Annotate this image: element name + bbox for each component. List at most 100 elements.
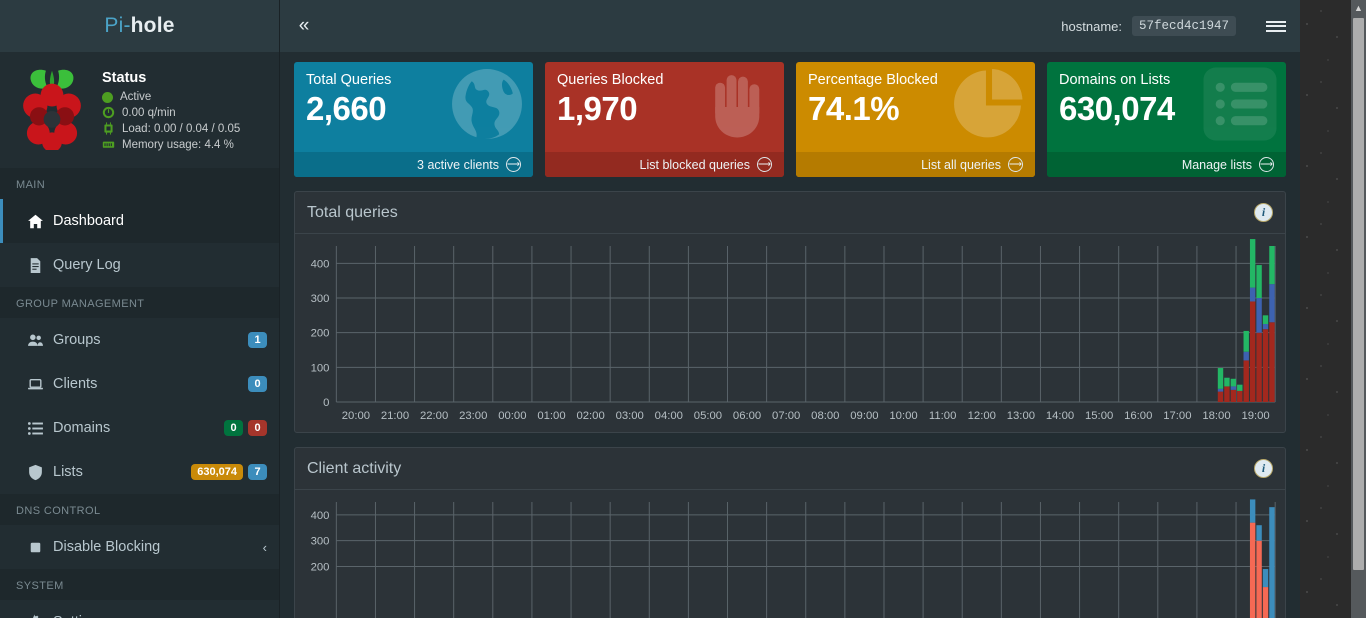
hostname-label: hostname: xyxy=(1061,18,1122,34)
hamburger-menu-icon[interactable] xyxy=(1252,0,1300,52)
svg-text:200: 200 xyxy=(311,328,330,340)
svg-text:300: 300 xyxy=(311,293,330,305)
stat-card-value: 630,074 xyxy=(1059,90,1175,127)
sidebar-menu: MAIN Dashboard Query Log GROUP MANAGEMENT Gr… xyxy=(0,168,279,618)
brand-hole: hole xyxy=(130,14,175,37)
svg-text:100: 100 xyxy=(311,362,330,374)
chevron-left-icon: ‹ xyxy=(262,539,267,555)
scrollbar-thumb[interactable] xyxy=(1353,18,1364,570)
cpu-icon xyxy=(104,122,113,135)
stat-card-footer[interactable]: List all queries ⟶ xyxy=(796,152,1035,177)
brand-logo[interactable]: Pi-hole xyxy=(0,0,279,52)
stat-card[interactable]: Domains on Lists 630,074 Manage lists ⟶ xyxy=(1047,62,1286,177)
window-scrollbar[interactable]: ▲ xyxy=(1351,0,1366,618)
svg-text:04:00: 04:00 xyxy=(655,410,683,422)
status-item-memory: Memory usage: 4.4 % xyxy=(102,138,240,151)
stat-card-value: 1,970 xyxy=(557,90,638,127)
svg-text:01:00: 01:00 xyxy=(537,410,565,422)
stop-square-icon xyxy=(27,539,53,556)
sidebar-section-header: SYSTEM xyxy=(0,569,279,600)
laptop-icon xyxy=(27,376,53,393)
sidebar-badge: 0 xyxy=(248,420,267,436)
sidebar-item-label: Lists xyxy=(53,464,83,480)
sidebar-item-clients[interactable]: Clients 0 xyxy=(0,362,279,406)
gears-icon xyxy=(27,613,53,618)
info-icon[interactable]: i xyxy=(1254,459,1273,478)
stat-card-title: Percentage Blocked xyxy=(808,72,938,88)
svg-text:21:00: 21:00 xyxy=(381,410,409,422)
sidebar-item-settings[interactable]: Settings ‹ xyxy=(0,600,279,618)
sidebar-section-header: MAIN xyxy=(0,168,279,199)
brand-pi: Pi- xyxy=(104,14,131,37)
panel-header: Client activity i xyxy=(295,448,1285,490)
sidebar-item-label: Clients xyxy=(53,376,98,392)
stat-card-title: Domains on Lists xyxy=(1059,72,1171,88)
stat-card-body: Total Queries 2,660 xyxy=(294,62,533,152)
hostname-value: 57fecd4c1947 xyxy=(1131,16,1236,36)
stat-card[interactable]: Queries Blocked 1,970 List blocked queries… xyxy=(545,62,784,177)
svg-text:19:00: 19:00 xyxy=(1241,410,1269,422)
panel-title-client-activity: Client activity xyxy=(307,459,402,477)
svg-text:15:00: 15:00 xyxy=(1085,410,1113,422)
sidebar-item-query-log[interactable]: Query Log xyxy=(0,243,279,287)
sidebar-badge: 0 xyxy=(224,420,243,436)
sidebar-item-disable-blocking[interactable]: Disable Blocking ‹ xyxy=(0,525,279,569)
shield-icon xyxy=(27,464,53,481)
svg-text:11:00: 11:00 xyxy=(929,410,956,422)
memory-icon xyxy=(102,141,115,148)
svg-text:400: 400 xyxy=(311,258,330,270)
sidebar-badge: 7 xyxy=(248,464,267,480)
info-icon[interactable]: i xyxy=(1254,203,1273,222)
svg-text:23:00: 23:00 xyxy=(459,410,487,422)
stat-card-footer[interactable]: 3 active clients ⟶ xyxy=(294,152,533,177)
status-item-active: Active xyxy=(102,91,240,103)
svg-text:03:00: 03:00 xyxy=(616,410,644,422)
pie-icon xyxy=(951,66,1027,147)
stat-card-footer-label: List all queries xyxy=(921,157,1001,172)
svg-text:20:00: 20:00 xyxy=(342,410,370,422)
svg-text:10:00: 10:00 xyxy=(889,410,917,422)
panel-client-activity: Client activity i 200 300 400 xyxy=(294,447,1286,618)
scroll-up-arrow[interactable]: ▲ xyxy=(1354,3,1363,13)
gauge-icon xyxy=(102,106,115,119)
svg-text:12:00: 12:00 xyxy=(968,410,996,422)
svg-text:07:00: 07:00 xyxy=(772,410,800,422)
stat-card-footer[interactable]: List blocked queries ⟶ xyxy=(545,152,784,177)
sidebar-item-domains[interactable]: Domains 0 0 xyxy=(0,406,279,450)
stat-card-footer[interactable]: Manage lists ⟶ xyxy=(1047,152,1286,177)
stat-cards-row: Total Queries 2,660 3 active clients ⟶ Queri… xyxy=(294,62,1286,177)
svg-text:22:00: 22:00 xyxy=(420,410,448,422)
sidebar-item-groups[interactable]: Groups 1 xyxy=(0,318,279,362)
stat-card-title: Total Queries xyxy=(306,72,392,88)
stat-card-footer-label: Manage lists xyxy=(1181,157,1252,172)
sidebar-badge: 630,074 xyxy=(191,464,243,480)
status-rate-text: 0.00 q/min xyxy=(122,106,176,119)
stat-card-footer-label: 3 active clients xyxy=(417,157,499,172)
svg-text:05:00: 05:00 xyxy=(694,410,722,422)
stat-card[interactable]: Total Queries 2,660 3 active clients ⟶ xyxy=(294,62,533,177)
sidebar-item-label: Domains xyxy=(53,420,111,436)
sidebar-item-label: Disable Blocking xyxy=(53,539,161,555)
status-load-text: Load: 0.00 / 0.04 / 0.05 xyxy=(122,122,241,135)
status-item-rate: 0.00 q/min xyxy=(102,106,240,119)
panel-total-queries: Total queries i 0 100 200 300 400 20:00 21:00 2… xyxy=(294,191,1286,433)
sidebar-item-label: Groups xyxy=(53,332,101,348)
svg-text:300: 300 xyxy=(311,536,330,548)
sidebar-collapse-icon[interactable]: « xyxy=(298,15,310,36)
stat-card-body: Percentage Blocked 74.1% xyxy=(796,62,1035,152)
chart-client-activity: 200 300 400 xyxy=(295,490,1285,618)
sidebar-item-label: Settings xyxy=(53,614,257,618)
stat-card-footer-label: List blocked queries xyxy=(639,157,750,172)
svg-text:17:00: 17:00 xyxy=(1163,410,1191,422)
stat-card-body: Queries Blocked 1,970 xyxy=(545,62,784,152)
svg-text:14:00: 14:00 xyxy=(1046,410,1074,422)
sidebar-item-lists[interactable]: Lists 630,074 7 xyxy=(0,450,279,494)
svg-text:13:00: 13:00 xyxy=(1007,410,1035,422)
sidebar-section-header: DNS CONTROL xyxy=(0,494,279,525)
users-icon xyxy=(27,332,53,349)
list-icon xyxy=(27,420,53,437)
sidebar-item-dashboard[interactable]: Dashboard xyxy=(0,199,279,243)
stat-card[interactable]: Percentage Blocked 74.1% List all queries ⟶ xyxy=(796,62,1035,177)
panel-header: Total queries i xyxy=(295,192,1285,234)
svg-text:16:00: 16:00 xyxy=(1124,410,1152,422)
